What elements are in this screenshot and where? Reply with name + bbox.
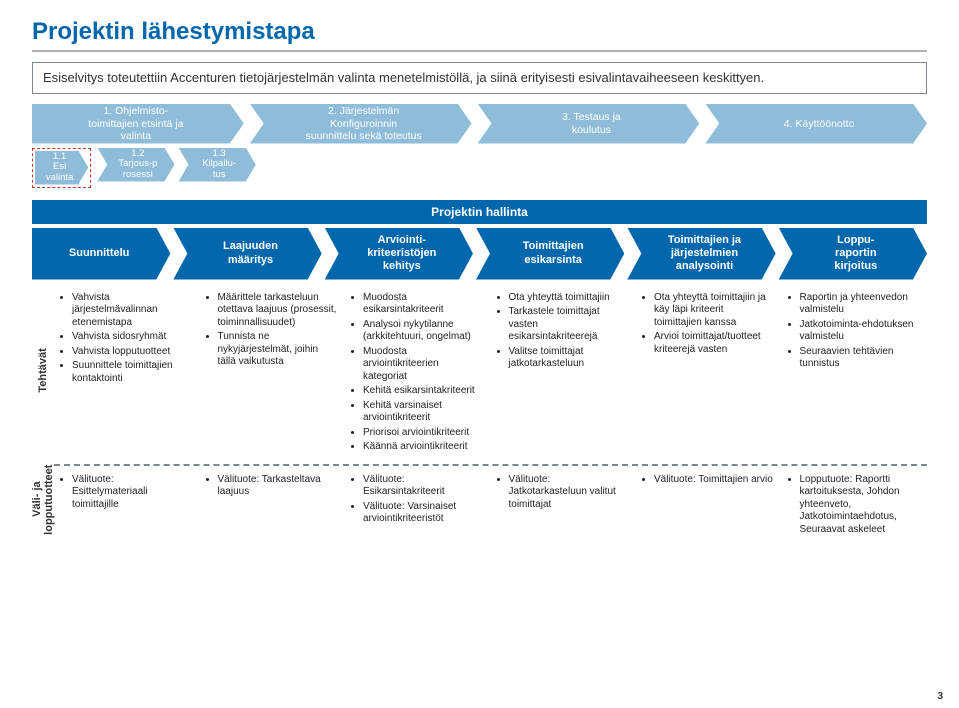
list-item: Vahvista järjestelmävalinnan etenemistap… (72, 292, 192, 330)
content-column: Vahvista järjestelmävalinnan etenemistap… (54, 286, 927, 545)
title-block: Projektin lähestymistapa (32, 18, 927, 52)
list-item: Lopputuote: Raportti kartoituksesta, Joh… (800, 474, 920, 537)
phase-arrow-4: 4. Käyttöönotto (705, 104, 927, 144)
phase-arrow-3: 3. Testaus jakoulutus (478, 104, 700, 144)
project-management-bar: Projektin hallinta (32, 200, 927, 224)
list-item: Priorisoi arviointikriteerit (363, 427, 483, 440)
tasks-row: Vahvista järjestelmävalinnan etenemistap… (54, 286, 927, 462)
phase-arrow-2: 2. JärjestelmänKonfiguroinninsuunnittelu… (250, 104, 472, 144)
outputs-cell-1: Välituote: Esittelymateriaali toimittaji… (54, 468, 200, 545)
list-item: Analysoi nykytilanne (arkkitehtuuri, ong… (363, 319, 483, 344)
outputs-cell-3: Välituote: EsikarsintakriteeritVälituote… (345, 468, 491, 545)
step-arrow-5: Toimittajien jajärjestelmienanalysointi (627, 228, 775, 280)
sub-phase-row: 1.1Esivalinta 1.2Tarjous-prosessi 1.3Kil… (32, 148, 256, 188)
list-item: Kehitä esikarsintakriteerit (363, 385, 483, 398)
outputs-cell-2: Välituote: Tarkasteltava laajuus (200, 468, 346, 545)
list-item: Valitse toimittajat jatkotarkasteluun (509, 346, 629, 371)
list-item: Vahvista sidosryhmät (72, 331, 192, 344)
list-item: Muodosta arviointikriteerien kategoriat (363, 346, 483, 384)
list-item: Raportin ja yhteenvedon valmistelu (800, 292, 920, 317)
list-item: Välituote: Esittelymateriaali toimittaji… (72, 474, 192, 512)
list-item: Suunnittele toimittajien kontaktointi (72, 360, 192, 385)
outputs-cell-4: Välituote: Jatkotarkasteluun valitut toi… (491, 468, 637, 545)
page-title: Projektin lähestymistapa (32, 18, 927, 46)
list-item: Välituote: Varsinaiset arviointikriteeri… (363, 501, 483, 526)
list-item: Kehitä varsinaiset arviointikriteerit (363, 400, 483, 425)
step-arrow-2: Laajuudenmääritys (173, 228, 321, 280)
phase-arrow-1: 1. Ohjelmisto-toimittajien etsintä javal… (32, 104, 244, 144)
list-item: Jatkotoiminta-ehdotuksen valmistelu (800, 319, 920, 344)
list-item: Muodosta esikarsintakriteerit (363, 292, 483, 317)
tasks-cell-1: Vahvista järjestelmävalinnan etenemistap… (54, 286, 200, 462)
list-item: Tunnista ne nykyjärjestelmät, joihin täl… (218, 331, 338, 369)
row-label-outputs: Väli- jalopputuotteet (32, 455, 54, 544)
page-number: 3 (937, 691, 943, 702)
tasks-cell-6: Raportin ja yhteenvedon valmisteluJatkot… (782, 286, 928, 462)
list-item: Välituote: Tarkasteltava laajuus (218, 474, 338, 499)
step-arrow-1: Suunnittelu (32, 228, 170, 280)
dashed-separator (54, 464, 927, 466)
tasks-cell-3: Muodosta esikarsintakriteeritAnalysoi ny… (345, 286, 491, 462)
step-arrow-row: Suunnittelu Laajuudenmääritys Arviointi-… (32, 228, 927, 280)
list-item: Käännä arviointikriteerit (363, 441, 483, 454)
step-arrow-3: Arviointi-kriteeristöjenkehitys (325, 228, 473, 280)
slide-page: Projektin lähestymistapa Esiselvitys tot… (0, 0, 959, 708)
list-item: Määrittele tarkasteluun otettava laajuus… (218, 292, 338, 330)
row-label-column: Tehtävät Väli- jalopputuotteet (32, 286, 54, 545)
step-arrow-6: Loppu-raportinkirjoitus (779, 228, 927, 280)
list-item: Seuraavien tehtävien tunnistus (800, 346, 920, 371)
list-item: Välituote: Jatkotarkasteluun valitut toi… (509, 474, 629, 512)
list-item: Vahvista lopputuotteet (72, 346, 192, 359)
row-label-tasks: Tehtävät (32, 286, 54, 456)
sub-phase-arrow-2: 1.2Tarjous-prosessi (97, 148, 174, 182)
list-item: Välituote: Toimittajien arvio (654, 474, 774, 487)
outputs-cell-5: Välituote: Toimittajien arvio (636, 468, 782, 545)
list-item: Ota yhteyttä toimittajiin (509, 292, 629, 305)
list-item: Ota yhteyttä toimittajiin ja käy läpi kr… (654, 292, 774, 330)
subtitle-box: Esiselvitys toteutettiin Accenturen tiet… (32, 62, 927, 94)
list-item: Tarkastele toimittajat vasten esikarsint… (509, 306, 629, 344)
outputs-cell-6: Lopputuote: Raportti kartoituksesta, Joh… (782, 468, 928, 545)
title-underline (32, 50, 927, 52)
sub-phase-arrow-3: 1.3Kilpailu-tus (179, 148, 256, 182)
list-item: Arvioi toimittajat/tuotteet kriteerejä v… (654, 331, 774, 356)
tasks-cell-2: Määrittele tarkasteluun otettava laajuus… (200, 286, 346, 462)
outputs-row: Välituote: Esittelymateriaali toimittaji… (54, 468, 927, 545)
sub-phase-arrow-1: 1.1Esivalinta (35, 151, 88, 185)
phase-arrow-row: 1. Ohjelmisto-toimittajien etsintä javal… (32, 104, 927, 144)
tasks-cell-4: Ota yhteyttä toimittajiinTarkastele toim… (491, 286, 637, 462)
step-arrow-4: Toimittajienesikarsinta (476, 228, 624, 280)
content-table: Tehtävät Väli- jalopputuotteet Vahvista … (32, 286, 927, 545)
tasks-cell-5: Ota yhteyttä toimittajiin ja käy läpi kr… (636, 286, 782, 462)
list-item: Välituote: Esikarsintakriteerit (363, 474, 483, 499)
selected-sub-phase-outline: 1.1Esivalinta (32, 148, 91, 188)
